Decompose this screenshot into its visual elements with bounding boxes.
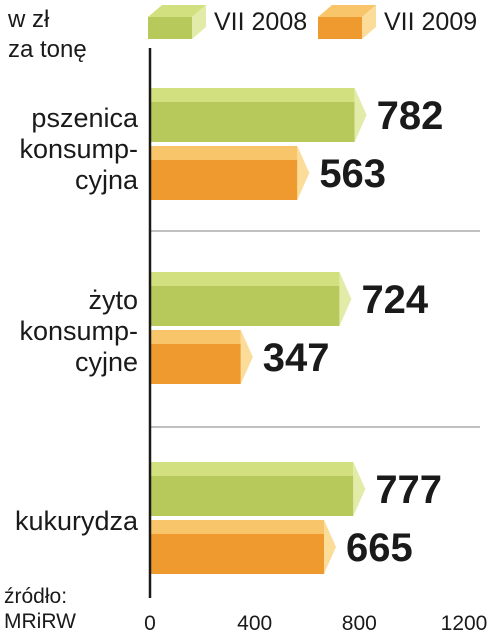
bar-end-face — [354, 88, 367, 142]
x-tick-label: 1200 — [441, 612, 488, 635]
bar-green — [150, 462, 366, 516]
bar-top-face — [150, 330, 241, 344]
bar-top-face — [150, 88, 355, 102]
bar-front-face — [150, 160, 298, 200]
bar-end-face — [353, 462, 366, 516]
category-label-line: cyjne — [74, 347, 138, 377]
source-label-line2: MRiRW — [4, 610, 76, 633]
legend-label-2009: VII 2009 — [384, 8, 478, 36]
bar-orange — [150, 330, 253, 384]
source-label-line1: źródło: — [4, 585, 68, 608]
bar-front-face — [150, 102, 355, 142]
bar-top-face — [150, 462, 354, 476]
unit-label-line2: za tonę — [8, 36, 87, 63]
bar-green — [150, 88, 367, 142]
category-label-zyto: żyto konsump- cyjne — [0, 285, 138, 378]
category-label-line: kukurydza — [14, 506, 138, 536]
legend-item-2008: VII 2008 — [148, 4, 307, 40]
data-label: 347 — [263, 336, 330, 380]
legend-swatch-2009 — [318, 5, 376, 39]
category-label-line: konsump- — [19, 134, 138, 164]
data-label: 724 — [361, 278, 428, 322]
bar-top-face — [150, 146, 298, 160]
bar-top-face — [150, 520, 325, 534]
bar-green — [150, 272, 352, 326]
category-label-line: konsump- — [19, 316, 138, 346]
bar-end-face — [240, 330, 253, 384]
category-label-kukurydza: kukurydza — [0, 506, 138, 537]
legend-swatch-2008 — [148, 5, 206, 39]
bar-front-face — [150, 476, 354, 516]
bar-front-face — [150, 344, 241, 384]
data-label: 777 — [375, 468, 442, 512]
data-label: 563 — [319, 152, 386, 196]
data-label: 782 — [377, 94, 444, 138]
bar-end-face — [339, 272, 352, 326]
category-label-line: żyto — [88, 285, 138, 315]
bar-front-face — [150, 534, 325, 574]
bar-orange — [150, 146, 310, 200]
bar-top-face — [150, 272, 340, 286]
data-label: 665 — [346, 526, 413, 570]
bar-end-face — [324, 520, 337, 574]
category-label-line: cyjna — [74, 165, 138, 195]
x-tick-label: 800 — [342, 612, 377, 635]
bar-orange — [150, 520, 337, 574]
category-label-line: pszenica — [31, 103, 138, 133]
category-label-pszenica: pszenica konsump- cyjna — [0, 103, 138, 196]
unit-label-line1: w zł — [8, 6, 50, 33]
legend-label-2008: VII 2008 — [214, 8, 308, 36]
x-tick-label: 400 — [237, 612, 272, 635]
legend-item-2009: VII 2009 — [318, 4, 477, 40]
bar-end-face — [297, 146, 310, 200]
x-tick-label: 0 — [144, 612, 156, 635]
bar-front-face — [150, 286, 340, 326]
